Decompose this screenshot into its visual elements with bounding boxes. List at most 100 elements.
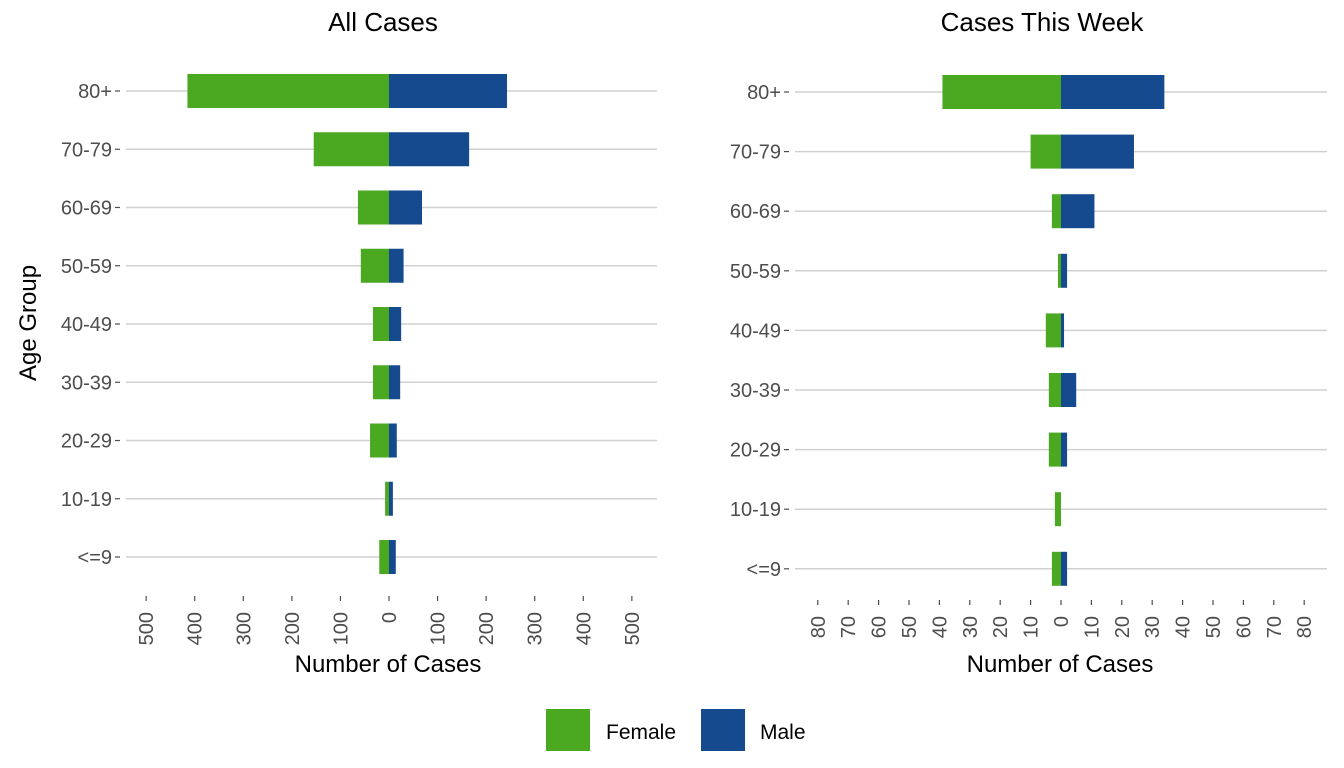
x-tick-label-60: 60 bbox=[1233, 616, 1255, 638]
x-tick-label-neg-10: 10 bbox=[1021, 616, 1043, 638]
x-tick-label-400: 400 bbox=[573, 612, 595, 645]
bar-male-30-39 bbox=[389, 365, 401, 400]
bar-female-10-19 bbox=[1054, 492, 1061, 527]
bar-female-30-39 bbox=[1048, 373, 1061, 407]
y-tick-label-70-79: 70-79 bbox=[61, 139, 112, 161]
bar-male-80plus bbox=[1061, 75, 1165, 109]
bar-female-20-29 bbox=[1048, 432, 1061, 467]
bar-female-50-59 bbox=[1057, 253, 1061, 288]
x-tick-label-70: 70 bbox=[1264, 616, 1286, 638]
panel-title-all-cases: All Cases bbox=[328, 7, 438, 37]
bar-male-50-59 bbox=[389, 248, 404, 283]
bar-male-20-29 bbox=[389, 423, 397, 458]
x-tick-label-30: 30 bbox=[1142, 616, 1164, 638]
y-tick-labels: <=9 10-19 20-29 30-39 40-49 50-59 60-69 70-79 80… bbox=[61, 81, 120, 569]
bar-female-80plus bbox=[942, 75, 1061, 109]
bar-female-50-59 bbox=[360, 248, 389, 283]
bar-male-80plus bbox=[389, 74, 508, 108]
y-tick-label-70-79: 70-79 bbox=[730, 142, 781, 164]
y-tick-label-80plus: 80+ bbox=[78, 81, 112, 103]
bar-male-40-49 bbox=[389, 307, 402, 341]
x-tick-label-neg-70: 70 bbox=[838, 616, 860, 638]
x-tick-label-20: 20 bbox=[1112, 616, 1134, 638]
bar-male-50-59 bbox=[1061, 253, 1068, 288]
x-tick-label-neg-60: 60 bbox=[869, 616, 891, 638]
x-tick-label-neg-500: 500 bbox=[136, 612, 158, 645]
x-tick-label-50: 50 bbox=[1203, 616, 1225, 638]
bar-female-70-79 bbox=[1030, 134, 1061, 169]
bar-female-30-39 bbox=[372, 365, 389, 400]
bar-male-70-79 bbox=[1061, 134, 1134, 169]
y-tick-labels: <=9 10-19 20-29 30-39 40-49 50-59 60-69 70-79 80… bbox=[730, 82, 789, 581]
x-tick-label-200: 200 bbox=[476, 612, 498, 645]
legend-label-male: Male bbox=[760, 721, 806, 744]
y-tick-label-80plus: 80+ bbox=[747, 82, 781, 104]
x-tick-labels: 80 70 60 50 40 30 20 10 0 10 20 30 40 50 60 70 80 bbox=[808, 600, 1316, 638]
x-tick-label-neg-40: 40 bbox=[929, 616, 951, 638]
y-tick-label-50-59: 50-59 bbox=[730, 261, 781, 283]
x-tick-label-neg-300: 300 bbox=[233, 612, 255, 645]
bar-male-40-49 bbox=[1061, 313, 1065, 348]
x-tick-label-0: 0 bbox=[379, 612, 401, 623]
x-tick-label-300: 300 bbox=[525, 612, 547, 645]
y-tick-label-30-39: 30-39 bbox=[730, 380, 781, 402]
legend-label-female: Female bbox=[606, 721, 676, 744]
x-tick-label-500: 500 bbox=[622, 612, 644, 645]
bar-male-60-69 bbox=[389, 190, 423, 225]
y-tick-label-le9: <=9 bbox=[78, 547, 112, 569]
bar-male-70-79 bbox=[389, 132, 470, 167]
bar-male-le9 bbox=[389, 540, 396, 574]
x-tick-label-neg-100: 100 bbox=[330, 612, 352, 645]
bar-female-40-49 bbox=[1045, 313, 1061, 348]
x-axis-title-cases-this-week: Number of Cases bbox=[967, 651, 1154, 678]
bar-female-60-69 bbox=[357, 190, 389, 225]
y-axis-title: Age Group bbox=[15, 265, 42, 381]
x-tick-label-80: 80 bbox=[1294, 616, 1316, 638]
y-tick-label-50-59: 50-59 bbox=[61, 256, 112, 278]
x-tick-label-neg-200: 200 bbox=[282, 612, 304, 645]
bar-female-le9 bbox=[379, 540, 389, 574]
panel-cases-this-week: Cases This Week Number of Cases <=9 10-19… bbox=[730, 7, 1327, 678]
legend-swatch-female bbox=[546, 709, 590, 751]
bar-female-80plus bbox=[187, 74, 389, 108]
bar-male-60-69 bbox=[1061, 194, 1095, 229]
y-tick-label-40-49: 40-49 bbox=[61, 314, 112, 336]
x-tick-label-100: 100 bbox=[428, 612, 450, 645]
x-tick-label-0: 0 bbox=[1051, 616, 1073, 627]
bar-male-le9 bbox=[1061, 551, 1068, 586]
panel-title-cases-this-week: Cases This Week bbox=[941, 7, 1145, 37]
y-tick-label-30-39: 30-39 bbox=[61, 372, 112, 394]
x-tick-labels: 500 400 300 200 100 0 100 200 300 400 500 bbox=[136, 596, 644, 645]
y-tick-label-60-69: 60-69 bbox=[730, 201, 781, 223]
x-tick-label-neg-400: 400 bbox=[185, 612, 207, 645]
y-tick-label-10-19: 10-19 bbox=[730, 499, 781, 521]
bars bbox=[187, 74, 508, 574]
bar-female-70-79 bbox=[313, 132, 389, 167]
y-tick-label-40-49: 40-49 bbox=[730, 320, 781, 342]
y-tick-label-20-29: 20-29 bbox=[61, 431, 112, 453]
legend-swatch-male bbox=[701, 709, 745, 751]
bar-male-20-29 bbox=[1061, 432, 1068, 467]
x-tick-label-10: 10 bbox=[1081, 616, 1103, 638]
panel-all-cases: All Cases Number of Cases Age Group <=9 1… bbox=[15, 7, 657, 678]
x-tick-label-neg-20: 20 bbox=[990, 616, 1012, 638]
y-tick-label-60-69: 60-69 bbox=[61, 198, 112, 220]
bar-male-10-19 bbox=[389, 481, 393, 516]
x-tick-label-neg-50: 50 bbox=[899, 616, 921, 638]
x-tick-label-neg-30: 30 bbox=[960, 616, 982, 638]
bar-female-60-69 bbox=[1051, 194, 1061, 229]
bars bbox=[942, 75, 1165, 586]
x-tick-label-neg-80: 80 bbox=[808, 616, 830, 638]
legend: Female Male bbox=[546, 709, 806, 751]
y-tick-label-20-29: 20-29 bbox=[730, 440, 781, 462]
bar-female-le9 bbox=[1051, 551, 1061, 586]
bar-female-40-49 bbox=[372, 307, 389, 341]
x-tick-label-40: 40 bbox=[1173, 616, 1195, 638]
bar-male-30-39 bbox=[1061, 373, 1077, 407]
bar-female-10-19 bbox=[385, 481, 389, 516]
x-axis-title-all-cases: Number of Cases bbox=[295, 651, 482, 678]
y-tick-label-le9: <=9 bbox=[747, 559, 781, 581]
y-tick-label-10-19: 10-19 bbox=[61, 489, 112, 511]
bar-female-20-29 bbox=[370, 423, 389, 458]
